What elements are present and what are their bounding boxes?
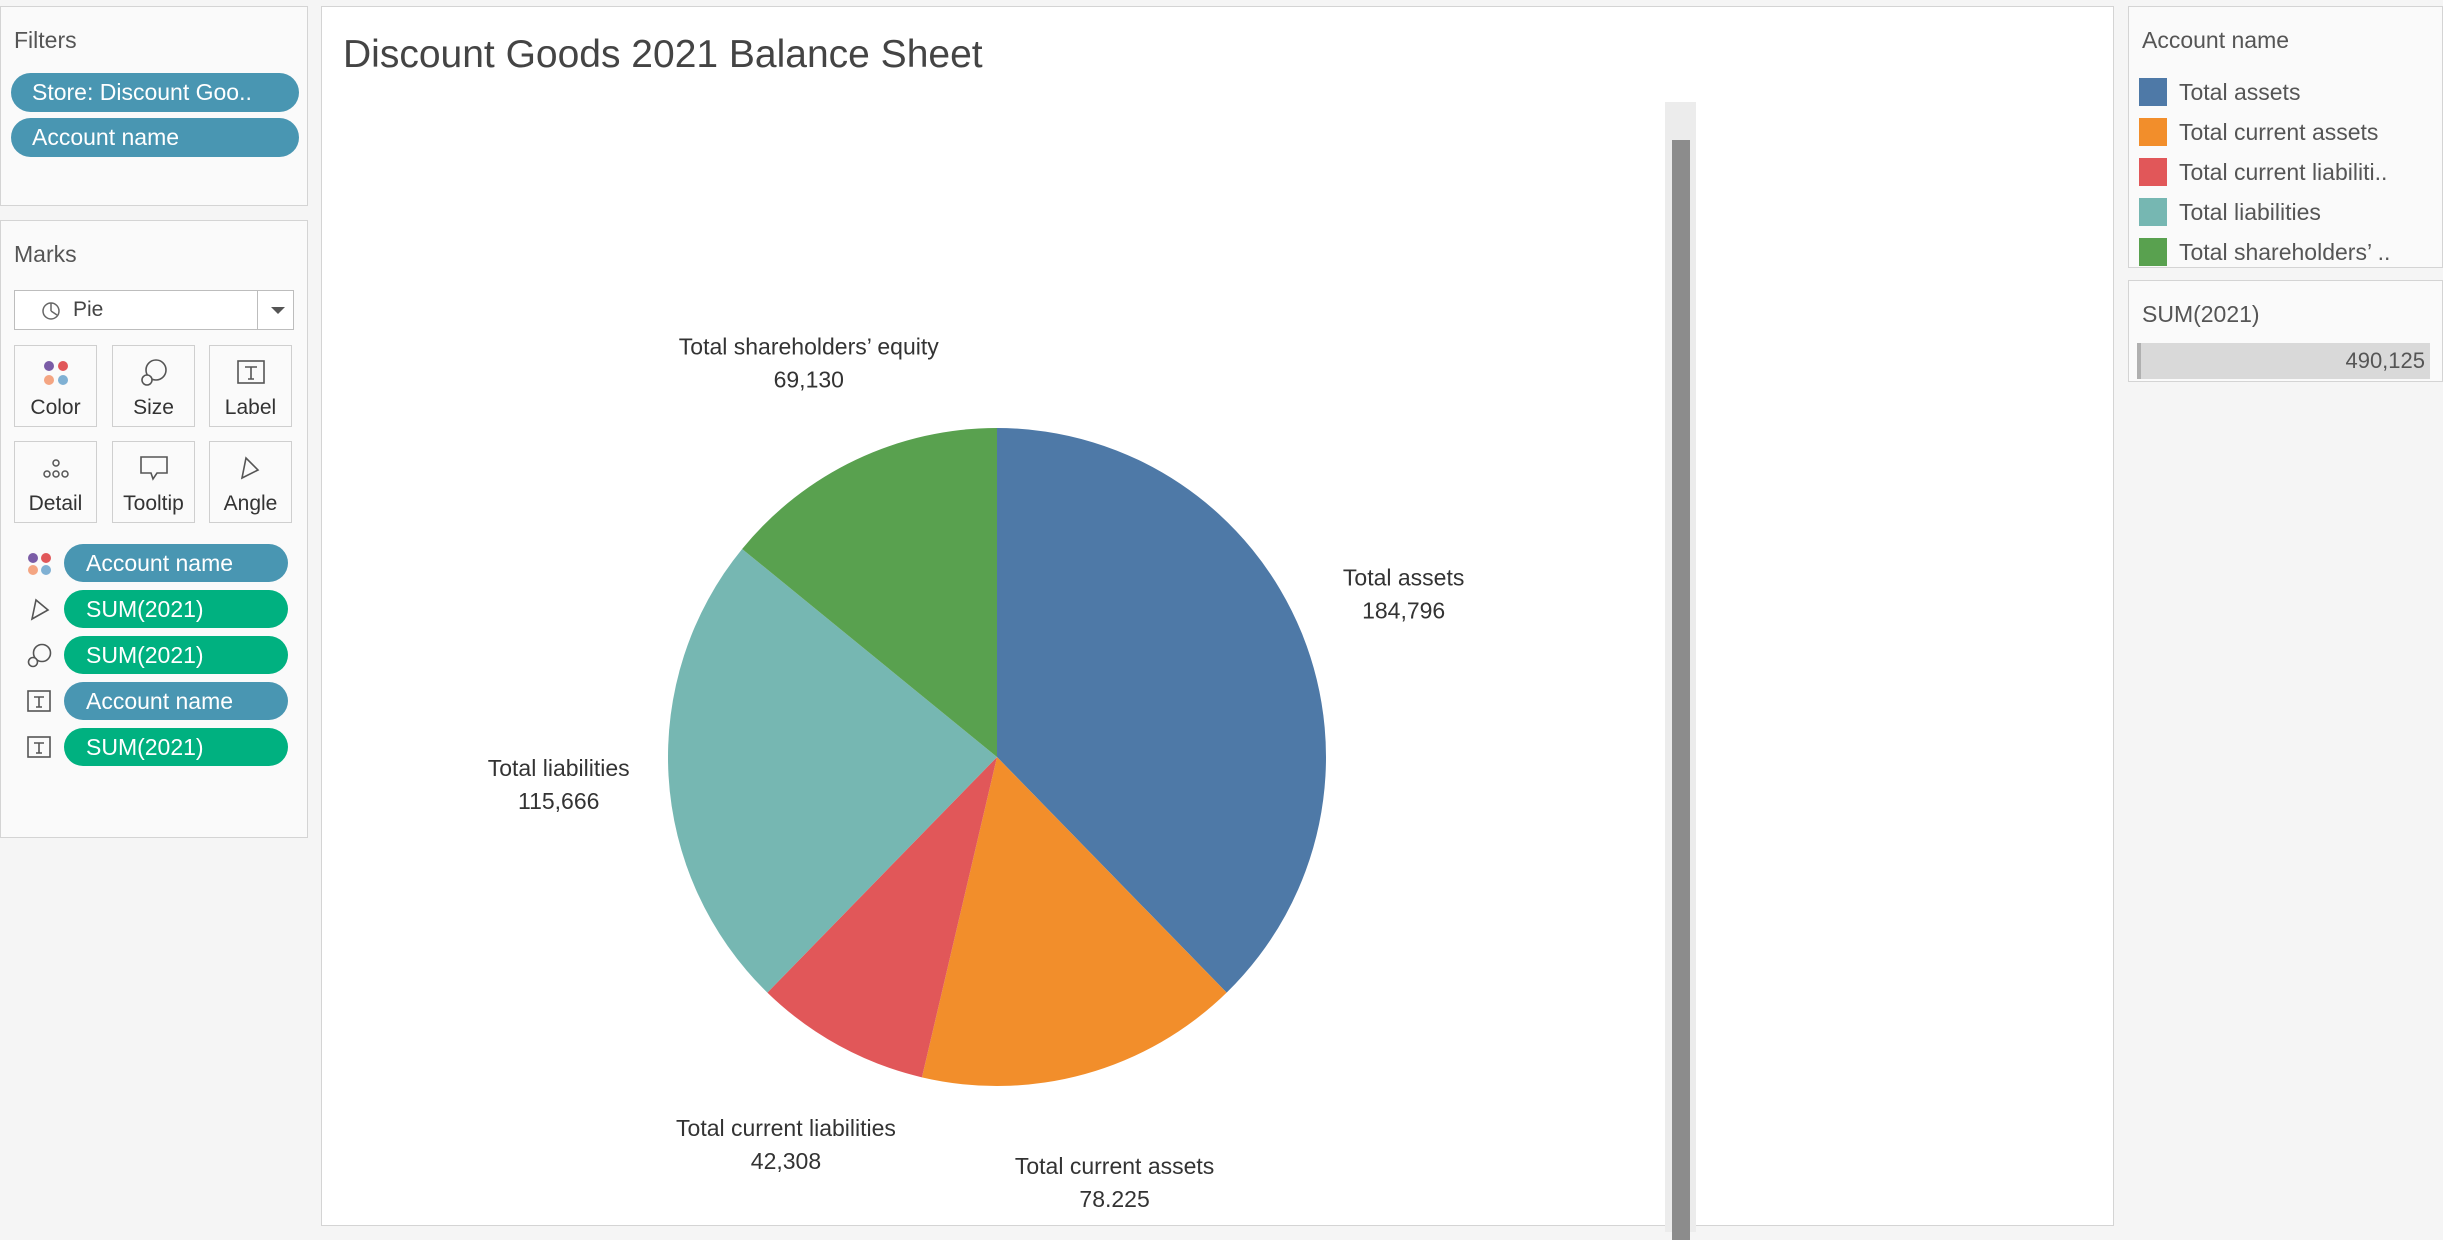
pie-slice-total-liabilities[interactable] [667,548,997,993]
tooltip-icon [140,456,168,481]
detail-icon [43,459,69,478]
angle-button-label: Angle [223,492,278,515]
pie-slice-total-shareholders-equity[interactable] [742,428,997,757]
filter-pill-store[interactable]: Store: Discount Goo.. [11,73,299,112]
slice-label: Total current assets [1015,1153,1214,1179]
legend-swatch [2139,158,2167,186]
detail-button-label: Detail [28,492,83,515]
pie-slice-total-current-assets[interactable] [921,757,1227,1086]
pie-slice-total-assets[interactable] [997,428,1326,993]
label-icon [27,736,51,758]
legend-label: Total assets [2179,79,2301,105]
pie-slice-total-current-liabilities[interactable] [767,757,997,1078]
size-legend-value: 490,125 [2345,348,2425,373]
scrollbar-thumb[interactable] [1672,140,1690,1240]
size-button[interactable]: Size [112,345,195,427]
shelf-row-size: SUM(2021) [26,636,289,674]
color-icon [28,553,51,575]
marks-title: Marks [14,241,77,267]
slice-label: Total current liabilities [676,1115,896,1141]
shelf-row-label-sum: SUM(2021) [26,728,289,766]
legend-swatch [2139,78,2167,106]
slice-label: Total liabilities [488,755,630,781]
angle-icon [30,598,50,621]
slice-value-label: 78,225 [1079,1186,1149,1207]
legend-swatch [2139,198,2167,226]
legend-label: Total liabilities [2179,199,2321,225]
size-legend-bar: 490,125 [2137,343,2430,379]
filters-title: Filters [14,27,77,53]
mark-type-dropdown[interactable]: Pie [14,290,294,330]
size-legend-title: SUM(2021) [2142,301,2260,327]
legend-item-total-current-liabilities[interactable]: Total current liabiliti.. [2139,157,2439,187]
shelf-row-label-account: Account name [26,682,289,720]
legend-label: Total current liabiliti.. [2179,159,2388,185]
dropdown-divider [257,291,258,329]
legend-item-total-liabilities[interactable]: Total liabilities [2139,197,2439,227]
chart-title: Discount Goods 2021 Balance Sheet [343,33,983,76]
angle-icon [240,456,260,480]
shelf-row-angle: SUM(2021) [26,590,289,628]
legend-item-total-assets[interactable]: Total assets [2139,77,2439,107]
color-button-label: Color [30,396,81,419]
angle-button[interactable]: Angle [209,441,292,523]
size-legend: SUM(2021) 490,125 [2128,280,2443,382]
label-icon [27,690,51,712]
size-icon [141,359,167,386]
chevron-down-icon[interactable] [270,306,286,316]
detail-button[interactable]: Detail [14,441,97,523]
shelf-pill-sum-2021-label[interactable]: SUM(2021) [64,728,288,766]
shelf-pill-account-name-label[interactable]: Account name [64,682,288,720]
shelf-row-color: Account name [26,544,289,582]
label-button[interactable]: Label [209,345,292,427]
marks-panel: Marks Pie Color Size Label [0,220,308,838]
tooltip-button-label: Tooltip [123,492,184,515]
shelf-pill-sum-2021-angle[interactable]: SUM(2021) [64,590,288,628]
legend-label: Total shareholders’ .. [2179,239,2391,265]
slice-label: Total assets [1343,565,1464,591]
pie-icon [42,302,60,320]
legend-swatch [2139,118,2167,146]
slice-value-label: 115,666 [518,788,599,814]
tooltip-button[interactable]: Tooltip [112,441,195,523]
color-legend: Account name Total assets Total current … [2128,6,2443,268]
legend-title: Account name [2142,27,2290,53]
size-button-label: Size [133,396,174,419]
legend-item-total-current-assets[interactable]: Total current assets [2139,117,2439,147]
size-icon [27,643,52,668]
slice-label: Total shareholders’ equity [679,333,939,359]
mark-type-label: Pie [73,298,104,321]
pie-chart: Total assets 184,796 Total current assets 7… [488,333,1465,1207]
label-icon [237,360,265,384]
legend-item-total-shareholders-equity[interactable]: Total shareholders’ .. [2139,237,2439,267]
label-button-label: Label [224,396,277,419]
vertical-scrollbar[interactable] [1665,102,1696,1240]
filters-panel: Filters Store: Discount Goo.. Account na… [0,6,308,206]
chart-view: Discount Goods 2021 Balance Sheet Total … [321,6,2114,1240]
slice-value-label: 184,796 [1362,598,1445,624]
slice-value-label: 69,130 [774,366,844,392]
color-button[interactable]: Color [14,345,97,427]
legend-swatch [2139,238,2167,266]
shelf-pill-sum-2021-size[interactable]: SUM(2021) [64,636,288,674]
filter-pill-account-name[interactable]: Account name [11,118,299,157]
slice-value-label: 42,308 [751,1148,821,1174]
color-icon [44,361,68,385]
shelf-pill-account-name-color[interactable]: Account name [64,544,288,582]
legend-label: Total current assets [2179,119,2379,145]
